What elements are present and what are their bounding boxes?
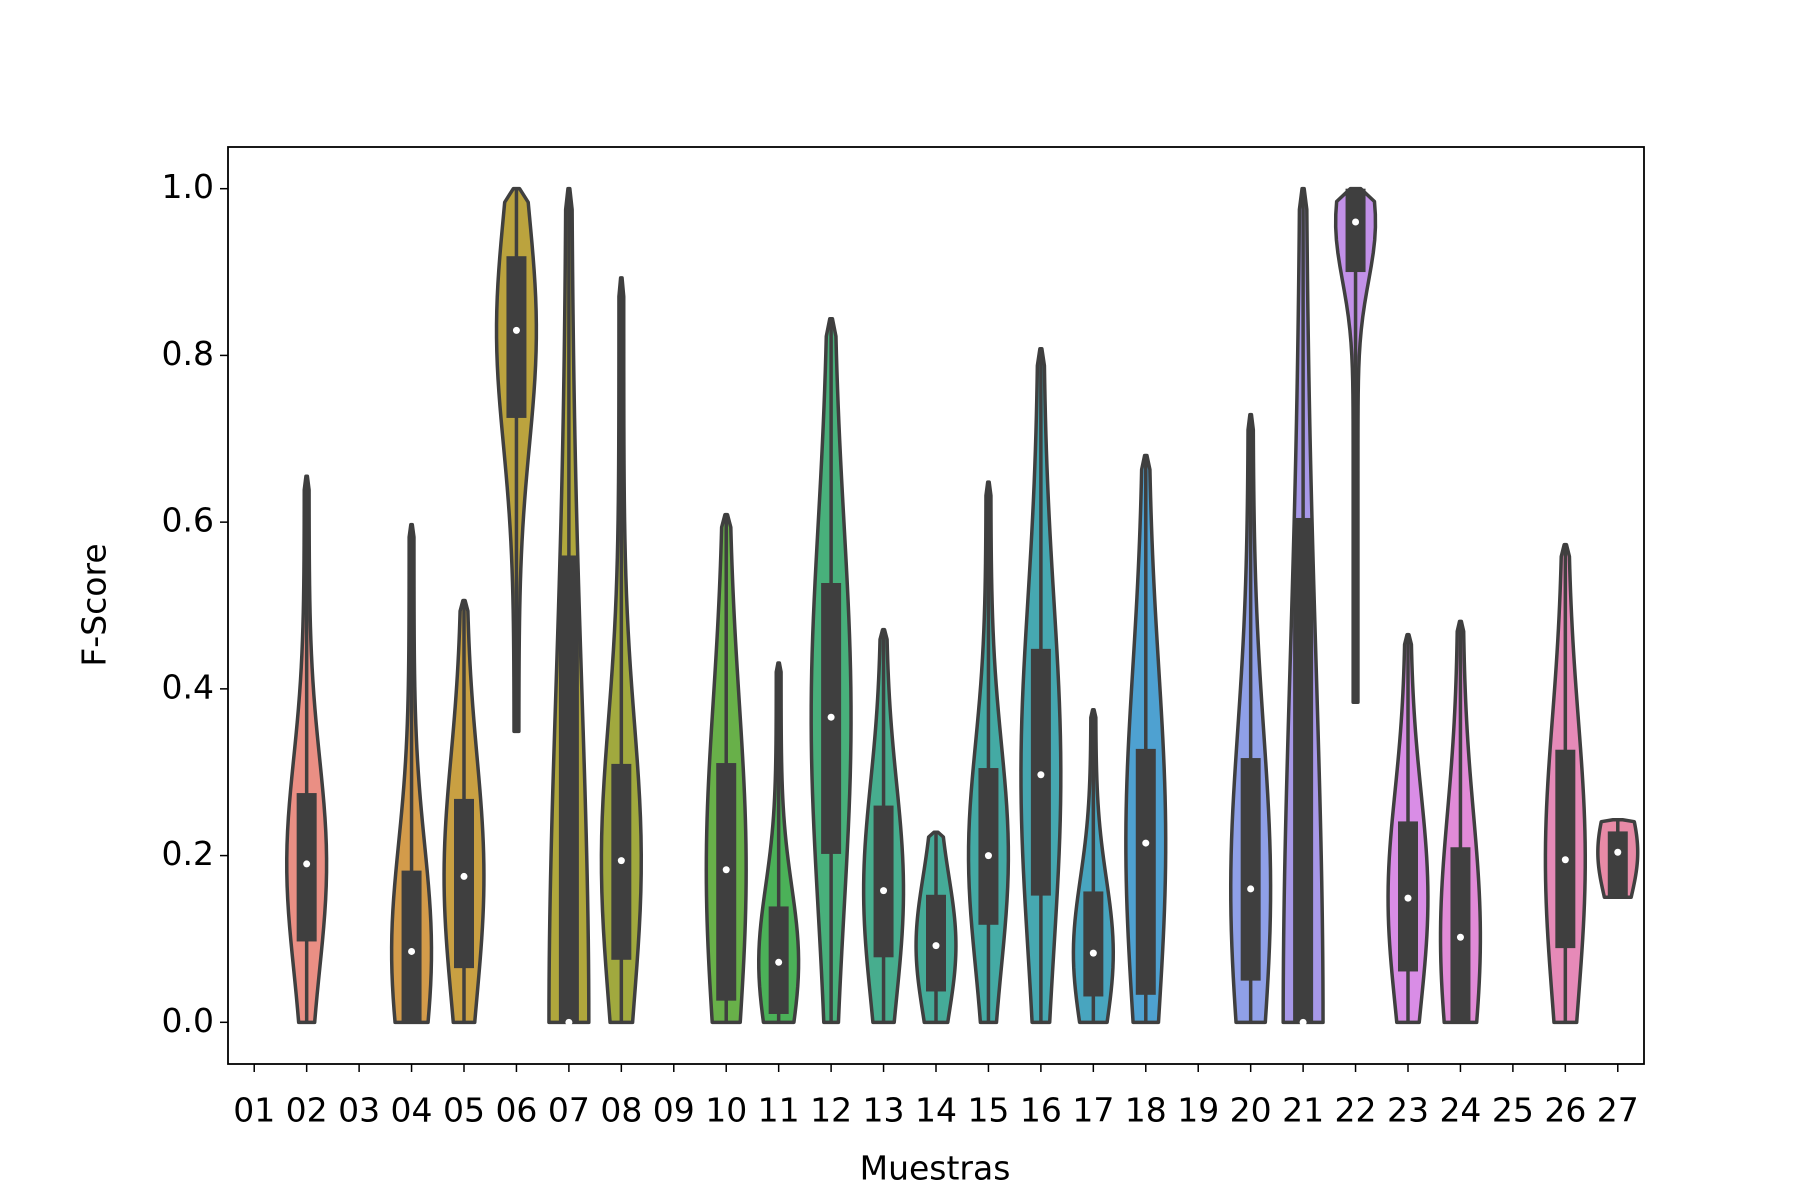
median-dot — [722, 866, 730, 874]
median-dot — [1142, 839, 1150, 847]
x-tick-label: 13 — [863, 1091, 905, 1130]
x-tick-label: 24 — [1439, 1091, 1481, 1130]
median-dot — [1089, 949, 1097, 957]
median-dot — [303, 860, 311, 868]
iqr-box — [1240, 758, 1261, 981]
median-dot — [880, 887, 888, 895]
x-tick-label: 23 — [1387, 1091, 1429, 1130]
median-dot — [512, 326, 520, 334]
y-tick-label: 1.0 — [162, 167, 214, 206]
x-tick-label: 22 — [1335, 1091, 1377, 1130]
x-tick-label: 27 — [1597, 1091, 1639, 1130]
x-tick-label: 14 — [915, 1091, 957, 1130]
x-tick-label: 15 — [967, 1091, 1009, 1130]
x-tick-label: 07 — [548, 1091, 590, 1130]
iqr-box — [1135, 748, 1156, 995]
x-tick-label: 19 — [1177, 1091, 1219, 1130]
x-tick-label: 25 — [1492, 1091, 1534, 1130]
x-tick-label: 11 — [758, 1091, 800, 1130]
x-tick-label: 03 — [338, 1091, 380, 1130]
x-tick-label: 10 — [705, 1091, 747, 1130]
y-tick-label: 0.2 — [162, 834, 214, 873]
iqr-box — [1607, 831, 1628, 898]
y-tick-label: 0.6 — [162, 501, 214, 540]
iqr-box — [1345, 188, 1366, 273]
median-dot — [827, 713, 835, 721]
x-tick-label: 08 — [600, 1091, 642, 1130]
iqr-box — [454, 798, 474, 969]
median-dot — [565, 1018, 573, 1026]
median-dot — [984, 852, 992, 860]
median-dot — [617, 857, 625, 865]
y-tick-label: 0.8 — [162, 334, 214, 373]
median-dot — [408, 947, 416, 955]
x-tick-label: 26 — [1544, 1091, 1586, 1130]
median-dot — [932, 942, 940, 950]
iqr-box — [401, 870, 422, 1023]
x-tick-label: 06 — [495, 1091, 537, 1130]
y-tick-label: 0.4 — [162, 667, 214, 706]
plot-frame — [227, 146, 1645, 1065]
x-tick-label: 20 — [1230, 1091, 1272, 1130]
x-axis-label: Muestras — [860, 1149, 1011, 1188]
iqr-box — [978, 768, 999, 925]
x-tick-label: 21 — [1282, 1091, 1324, 1130]
x-tick-label: 02 — [286, 1091, 328, 1130]
iqr-box — [716, 763, 737, 1001]
iqr-box — [1555, 749, 1576, 949]
iqr-box — [558, 555, 579, 1023]
y-axis-label: F-Score — [75, 543, 114, 666]
iqr-box — [873, 805, 894, 958]
x-tick-label: 01 — [233, 1091, 275, 1130]
median-dot — [1037, 771, 1045, 779]
x-tick-label: 16 — [1020, 1091, 1062, 1130]
median-dot — [1352, 218, 1360, 226]
iqr-box — [506, 256, 527, 418]
x-tick-label: 12 — [810, 1091, 852, 1130]
x-tick-label: 04 — [391, 1091, 433, 1130]
median-dot — [1299, 1018, 1307, 1026]
x-tick-label: 05 — [443, 1091, 485, 1130]
median-dot — [1561, 856, 1569, 864]
iqr-box — [1083, 891, 1104, 997]
median-dot — [1247, 885, 1255, 893]
x-tick-label: 09 — [653, 1091, 695, 1130]
median-dot — [460, 872, 468, 880]
median-dot — [1614, 848, 1622, 856]
median-dot — [1456, 933, 1464, 941]
median-dot — [775, 958, 783, 966]
x-tick-label: 17 — [1072, 1091, 1114, 1130]
y-tick-label: 0.0 — [162, 1001, 214, 1040]
x-tick-label: 18 — [1125, 1091, 1167, 1130]
iqr-box — [1293, 517, 1314, 1023]
median-dot — [1404, 894, 1412, 902]
